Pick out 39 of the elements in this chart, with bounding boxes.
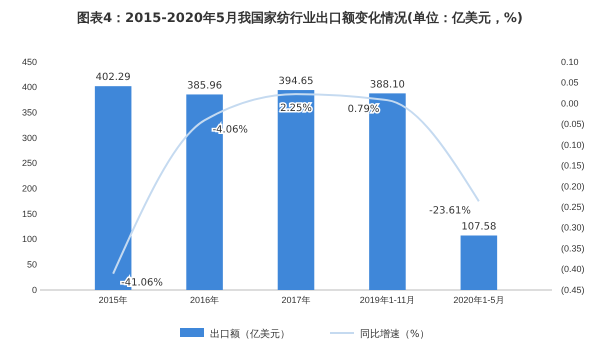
y-tick-label: 100	[22, 234, 37, 244]
y2-tick-label: (0.10)	[561, 140, 585, 150]
bar	[460, 235, 498, 290]
x-tick-label: 2016年	[190, 295, 220, 305]
data-label: 385.96	[187, 80, 222, 92]
x-tick-label: 2019年1-11月	[360, 295, 416, 305]
y-tick-label: 400	[22, 82, 37, 92]
y-tick-label: 50	[26, 260, 37, 270]
y2-tick-label: 0.05	[561, 78, 579, 88]
y-tick-label: 450	[22, 56, 37, 67]
y-tick-label: 200	[22, 184, 37, 194]
x-tick-label: 2015年	[98, 295, 128, 305]
y2-tick-label: (0.30)	[561, 222, 585, 233]
y2-tick-label: 0.00	[561, 98, 579, 108]
data-label: 107.58	[461, 221, 496, 232]
data-label: 388.10	[370, 79, 405, 90]
data-label: -23.61%	[429, 205, 471, 216]
y2-tick-label: (0.40)	[561, 264, 585, 274]
y2-tick-label: (0.05)	[561, 119, 585, 130]
y2-tick-label: (0.45)	[561, 284, 585, 295]
bar	[278, 90, 314, 290]
y2-tick-label: (0.20)	[561, 181, 585, 192]
data-label: 402.29	[96, 72, 131, 84]
chart-title: 图表4：2015-2020年5月我国家纺行业出口额变化情况(单位：亿美元，%)	[77, 10, 523, 26]
x-tick-label: 2020年1-5月	[453, 295, 504, 305]
data-label: 2.25%	[280, 103, 312, 114]
y-tick-label: 350	[22, 108, 37, 118]
x-tick-label: 2017年	[281, 295, 311, 305]
y-tick-label: 250	[22, 158, 37, 168]
y-tick-label: 0	[32, 284, 37, 295]
y-tick-label: 150	[22, 208, 37, 219]
legend-label: 出口额（亿美元）	[210, 328, 290, 340]
data-label: 394.65	[278, 76, 314, 88]
y2-tick-label: (0.15)	[561, 160, 585, 171]
y2-tick-label: (0.35)	[561, 243, 585, 254]
y-tick-label: 300	[22, 132, 37, 143]
y2-tick-label: 0.10	[561, 56, 579, 67]
legend-label: 同比增速（%）	[360, 328, 430, 340]
y2-tick-label: (0.25)	[561, 202, 585, 212]
